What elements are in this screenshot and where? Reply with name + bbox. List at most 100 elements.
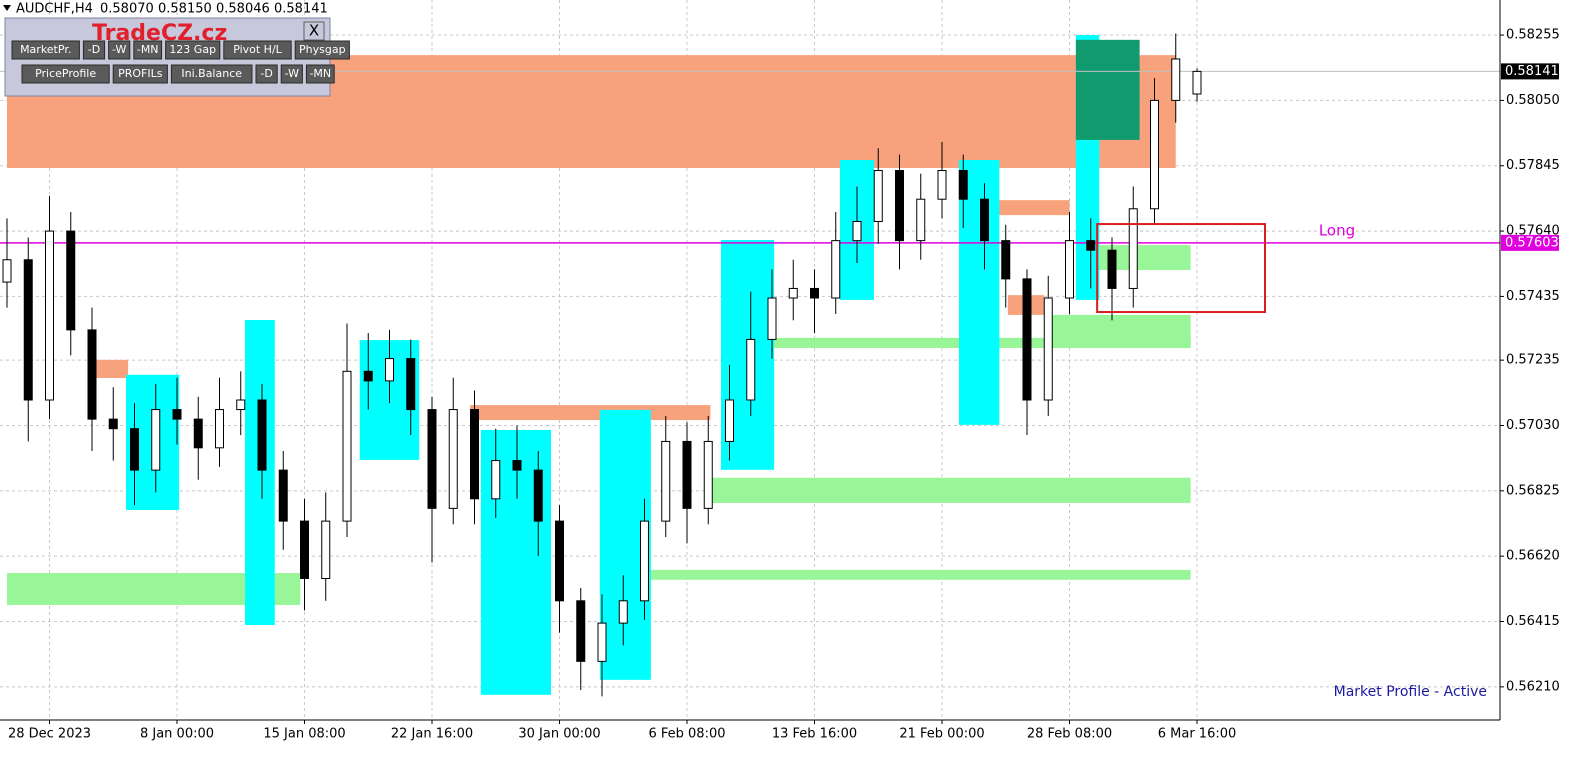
x-tick-label: 15 Jan 08:00 [263, 727, 345, 742]
menu-triangle [3, 5, 11, 11]
candle-body [810, 287, 819, 299]
panel-button-label[interactable]: -MN [137, 43, 159, 56]
profile-zone [959, 160, 1000, 425]
x-tick-label: 28 Feb 08:00 [1027, 727, 1112, 742]
quote-open: 0.58070 [100, 2, 154, 17]
candle-body [448, 409, 458, 509]
y-tick-label: 0.57235 [1506, 353, 1560, 368]
y-tick-label: 0.57030 [1506, 418, 1560, 433]
y-tick-label: 0.58050 [1506, 93, 1560, 108]
candle-body [555, 520, 564, 602]
candle-body [215, 409, 224, 449]
panel-button-label[interactable]: PriceProfile [35, 67, 96, 80]
panel-button[interactable] [133, 40, 163, 60]
candle-body [23, 259, 33, 401]
profile-zone [984, 200, 1070, 216]
candle-body [87, 329, 97, 420]
y-tick-label: 0.58255 [1506, 28, 1560, 43]
close-button[interactable] [303, 21, 325, 41]
panel-button[interactable] [112, 64, 168, 84]
candle-body [2, 259, 12, 283]
candle-body [767, 297, 777, 340]
panel-button[interactable] [108, 40, 131, 60]
y-tick-label: 0.56415 [1506, 614, 1560, 629]
panel-button[interactable] [255, 64, 278, 84]
candle-body [725, 399, 734, 442]
candle-body [533, 469, 543, 522]
profile-zone [245, 320, 275, 626]
y-tick-label: 0.57640 [1506, 224, 1560, 239]
candle-body [300, 520, 309, 579]
candle-body [746, 338, 756, 401]
candle-body [852, 221, 862, 242]
panel-button[interactable] [305, 64, 335, 84]
candle-body [193, 418, 203, 449]
panel-button-label[interactable]: Ini.Balance [181, 67, 242, 80]
candle-body [385, 358, 394, 382]
candle-body [1043, 297, 1053, 401]
panel-button-label[interactable]: Pivot H/L [233, 43, 282, 56]
panel-button-label[interactable]: PROFILs [118, 67, 163, 80]
candle-body [66, 230, 76, 331]
panel-button[interactable] [280, 64, 303, 84]
symbol: AUDCHF,H4 [16, 2, 93, 17]
price-tag [1501, 234, 1559, 251]
y-tick-label: 0.56210 [1506, 679, 1560, 694]
candle-body [661, 440, 671, 522]
candle-body [491, 460, 501, 500]
candle-body [108, 418, 118, 430]
candle-body [512, 460, 522, 471]
profile-zone [89, 359, 129, 379]
quote-low: 0.58046 [216, 2, 270, 17]
candle-body [576, 600, 586, 662]
overlay: AUDCHF,H4 0.58070 0.58150 0.58046 0.5814… [3, 2, 350, 97]
signal-box [1096, 223, 1266, 314]
candle-body [703, 440, 713, 509]
panel-button-label[interactable]: -D [88, 43, 100, 56]
candle-body [873, 170, 883, 223]
panel-button-label[interactable]: -W [112, 43, 127, 56]
candle-body [1001, 240, 1011, 280]
plot-area: Long Market Profile - Active [0, 0, 1500, 720]
price-tag-label: 0.57603 [1505, 235, 1559, 250]
candle-body [788, 287, 798, 299]
candle-body [958, 170, 968, 200]
status: Market Profile - Active [1334, 684, 1487, 700]
x-tick-label: 22 Jan 16:00 [391, 727, 473, 742]
candle-body [321, 520, 331, 579]
x-tick-label: 8 Jan 00:00 [140, 727, 214, 742]
candle-body [172, 409, 182, 420]
close-label[interactable]: X [309, 22, 319, 40]
panel-button-label[interactable]: -W [285, 67, 300, 80]
panel-button[interactable] [170, 64, 253, 84]
level-name: Long [1319, 221, 1355, 239]
panel-button[interactable] [223, 40, 292, 60]
panel-button[interactable] [11, 40, 80, 60]
candle-body [342, 370, 352, 522]
panel-button-label[interactable]: MarketPr. [20, 43, 71, 56]
panel-button-label[interactable]: 123 Gap [169, 43, 216, 56]
candle-body [895, 170, 904, 242]
x-tick-label: 28 Dec 2023 [8, 727, 91, 742]
y-tick-label: 0.57435 [1506, 289, 1560, 304]
quote-high: 0.58150 [158, 2, 212, 17]
panel-button-label[interactable]: -D [260, 67, 272, 80]
candle-body [831, 240, 841, 299]
candle-body [597, 622, 607, 662]
panel-button[interactable] [294, 40, 350, 60]
candle-body [1150, 99, 1159, 210]
candle-body [1192, 70, 1202, 95]
y-tick-label: 0.57845 [1506, 158, 1560, 173]
y-tick-label: 0.56825 [1506, 483, 1560, 498]
candle-body [1107, 249, 1117, 289]
panel-button[interactable] [82, 40, 106, 60]
panel-button[interactable] [21, 64, 110, 84]
candle-body [363, 370, 373, 382]
panel-button-label[interactable]: -MN [309, 67, 331, 80]
panel-button[interactable] [165, 40, 221, 60]
profile-zone [470, 405, 711, 421]
panel-button-label[interactable]: Physgap [299, 43, 346, 56]
candle-body [916, 198, 926, 242]
x-tick-label: 30 Jan 00:00 [518, 727, 600, 742]
